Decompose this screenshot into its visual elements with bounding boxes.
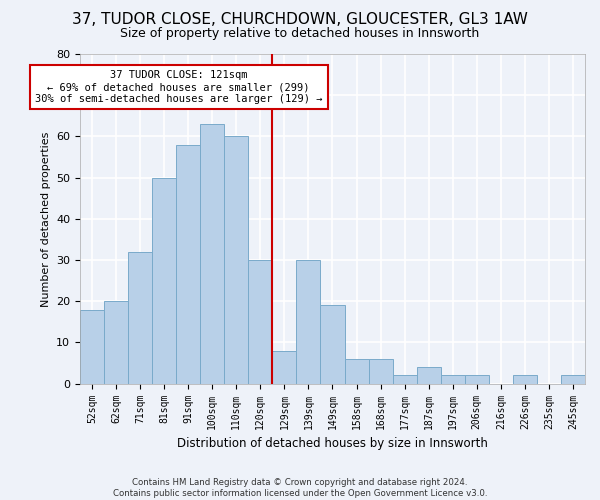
- Text: Size of property relative to detached houses in Innsworth: Size of property relative to detached ho…: [121, 28, 479, 40]
- Bar: [152, 178, 176, 384]
- Bar: [248, 260, 272, 384]
- Bar: [392, 376, 416, 384]
- Bar: [441, 376, 465, 384]
- Bar: [176, 144, 200, 384]
- Bar: [344, 359, 368, 384]
- Text: Contains HM Land Registry data © Crown copyright and database right 2024.
Contai: Contains HM Land Registry data © Crown c…: [113, 478, 487, 498]
- Bar: [513, 376, 537, 384]
- Bar: [465, 376, 489, 384]
- Bar: [320, 306, 344, 384]
- Y-axis label: Number of detached properties: Number of detached properties: [41, 131, 50, 306]
- Bar: [104, 302, 128, 384]
- Bar: [416, 367, 441, 384]
- Bar: [200, 124, 224, 384]
- Bar: [224, 136, 248, 384]
- Bar: [561, 376, 585, 384]
- Bar: [80, 310, 104, 384]
- Bar: [368, 359, 392, 384]
- Bar: [128, 252, 152, 384]
- Text: 37, TUDOR CLOSE, CHURCHDOWN, GLOUCESTER, GL3 1AW: 37, TUDOR CLOSE, CHURCHDOWN, GLOUCESTER,…: [72, 12, 528, 28]
- Text: 37 TUDOR CLOSE: 121sqm
← 69% of detached houses are smaller (299)
30% of semi-de: 37 TUDOR CLOSE: 121sqm ← 69% of detached…: [35, 70, 322, 104]
- X-axis label: Distribution of detached houses by size in Innsworth: Distribution of detached houses by size …: [177, 437, 488, 450]
- Bar: [272, 350, 296, 384]
- Bar: [296, 260, 320, 384]
